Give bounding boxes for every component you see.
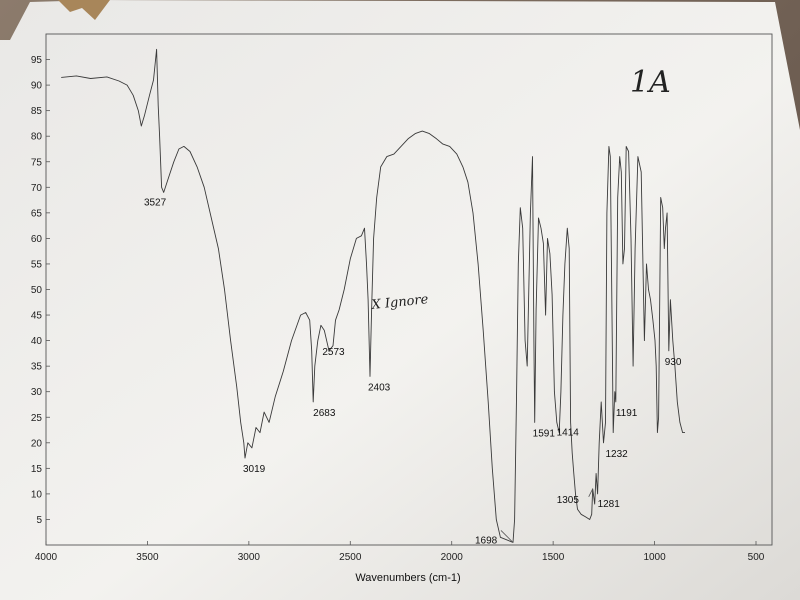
y-tick-label: 60: [31, 234, 43, 245]
torn-corner: [58, 0, 110, 20]
x-tick-label: 1500: [542, 552, 565, 563]
y-tick-label: 15: [31, 464, 43, 475]
peak-leader: [588, 488, 594, 497]
y-tick-label: 50: [31, 285, 43, 296]
series-layer: [61, 48, 685, 543]
y-tick-label: 75: [31, 157, 43, 168]
y-tick-label: 25: [31, 413, 43, 424]
y-tick-label: 40: [31, 336, 43, 347]
peak-label: 1414: [557, 427, 580, 438]
peak-label: 1698: [475, 535, 498, 546]
ignore-note-text: X Ignore: [370, 292, 430, 313]
x-tick-label: 500: [748, 552, 765, 563]
y-tick-label: 85: [31, 106, 43, 117]
y-tick-label: 80: [31, 132, 43, 143]
peak-label: 1281: [598, 499, 621, 510]
y-tick-label: 45: [31, 311, 43, 322]
x-axis: 4000 3500 3000 2500 2000 1500 1000 500: [35, 541, 765, 563]
peak-label: 1232: [606, 449, 629, 460]
y-tick-label: 30: [31, 387, 43, 398]
y-tick-label: 70: [31, 183, 43, 194]
y-tick-label: 95: [31, 55, 43, 66]
y-tick-label: 5: [36, 515, 42, 526]
sample-id-handwriting: 1A: [630, 65, 671, 100]
spectrum-trace: [61, 48, 685, 543]
y-axis: 5 10 15 20 25 30 35 40 45 50 55 60 65 70 75 80 85 90 95: [31, 55, 50, 526]
plot-frame: [45, 33, 773, 546]
y-tick-label: 65: [31, 208, 43, 219]
peak-label: 2683: [313, 408, 336, 419]
sample-id-text: 1A: [630, 65, 671, 100]
peak-label: 2573: [322, 347, 345, 358]
peak-label: 3019: [243, 464, 266, 475]
x-tick-label: 1000: [643, 552, 666, 563]
peak-label: 930: [665, 357, 682, 368]
y-tick-label: 55: [31, 259, 43, 270]
x-tick-label: 3000: [238, 552, 261, 563]
x-tick-label: 2500: [339, 552, 362, 563]
y-tick-label: 10: [31, 489, 43, 500]
x-tick-label: 4000: [35, 552, 58, 563]
peak-label: 1591: [533, 428, 556, 439]
peak-labels: 3527 3019 2683 2573 2403 1698 1591 1414 1305 1281…: [144, 197, 682, 546]
y-tick-label: 90: [31, 81, 43, 92]
y-tick-label: 20: [31, 438, 43, 449]
y-tick-label: 35: [31, 362, 43, 373]
x-axis-title: Wavenumbers (cm-1): [355, 572, 460, 584]
peak-label: 3527: [144, 197, 167, 208]
x-tick-label: 2000: [441, 552, 464, 563]
x-tick-label: 3500: [136, 552, 159, 563]
peak-label: 1305: [557, 495, 580, 506]
peak-label: 2403: [368, 382, 391, 393]
ignore-note-handwriting: X Ignore: [370, 292, 430, 313]
peak-leader: [500, 530, 514, 543]
peak-label: 1191: [616, 408, 638, 419]
